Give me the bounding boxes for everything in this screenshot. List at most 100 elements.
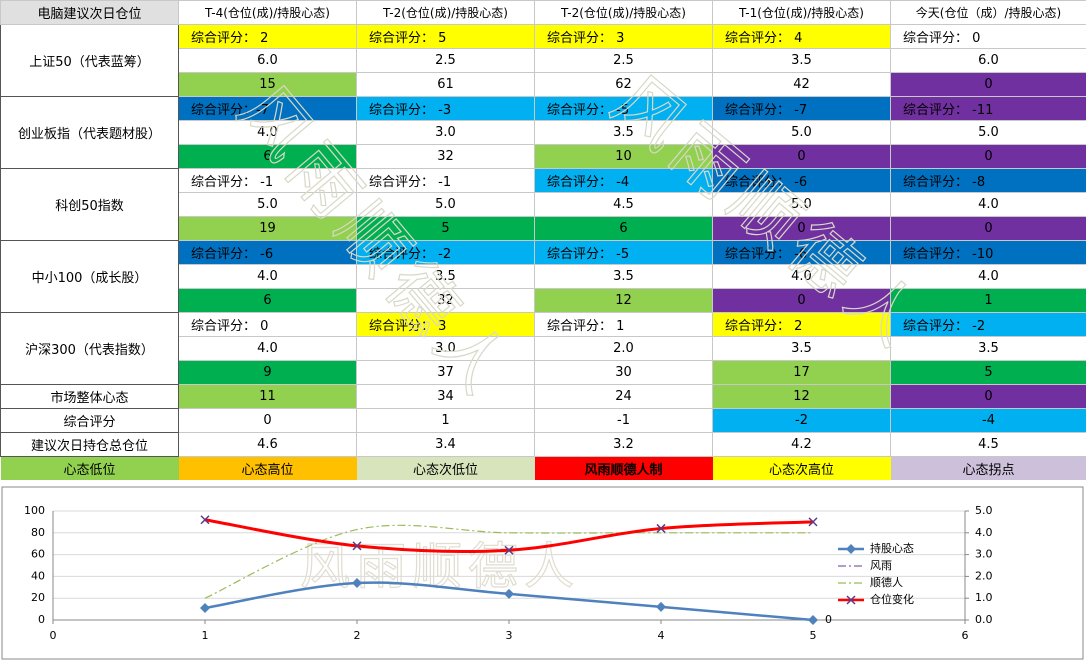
cell: 3.2 [534,432,713,457]
cell: 综合评分： -3 [356,96,535,121]
cell: 62 [534,72,713,97]
cell: 24 [534,384,713,409]
row-name: 市场整体心态 [0,384,179,409]
row-name: 科创50指数 [0,168,179,241]
cell: 3.4 [356,432,535,457]
row-name: 创业板指（代表题材股） [0,96,179,169]
point [352,541,362,551]
y2-tick-label: 1.0 [975,591,993,604]
cell: 1 [356,408,535,433]
cell: 5.0 [712,120,891,145]
point [808,615,818,625]
cell: 风雨顺德人制 [534,456,713,480]
row: 6 32 10 0 0 [1,144,1086,169]
cell: 4.0 [178,264,357,289]
y-tick-label: 80 [31,526,45,539]
x-tick-label: 5 [810,629,817,642]
cell: 3.5 [890,336,1086,361]
position-table: 电脑建议次日仓位 T-4(仓位(成)/持股心态) T-2(仓位(成)/持股心态) T-… [0,0,1086,480]
summary-row: 综合评分 0 1 -1 -2 -4 [0,408,1086,433]
cell: 5 [356,216,535,241]
cell: 心态高位 [178,456,357,480]
cell: 0 [890,144,1086,169]
cell: -2 [712,408,891,433]
cell: 4.0 [890,264,1086,289]
cell: 3.5 [356,264,535,289]
cell: 10 [534,144,713,169]
cell: 综合评分： 3 [356,312,535,337]
cell: 综合评分： -10 [890,240,1086,265]
cell: 综合评分： -2 [890,312,1086,337]
cell: 9 [178,360,357,385]
row: 9 37 30 17 5 [1,360,1086,385]
cell: 15 [178,72,357,97]
cell: 综合评分： -2 [356,240,535,265]
point [656,601,666,612]
cell: 综合评分： 0 [178,312,357,337]
cell: 综合评分： -5 [534,96,713,121]
cell: 34 [356,384,535,409]
legend-marker [846,544,856,554]
cell: 综合评分：-7 [178,96,357,121]
cell: 5.0 [178,192,357,217]
cell: 37 [356,360,535,385]
row: 4.0 3.5 3.5 4.0 4.0 [1,264,1086,289]
y-tick-label: 60 [31,548,45,561]
x-tick-label: 1 [202,629,209,642]
y2-tick-label: 5.0 [975,504,993,517]
header-cell: T-2(仓位(成)/持股心态) [534,0,713,25]
cell: 6 [178,144,357,169]
row: 创业板指（代表题材股） 综合评分：-7 综合评分： -3 综合评分： -5 综合评分： … [0,96,1086,169]
header-cell: 今天(仓位（成）/持股心态) [890,0,1086,25]
cell: 综合评分： -6 [712,168,891,193]
legend-label: 顺德人 [870,575,903,589]
cell: 17 [712,360,891,385]
x-tick-label: 2 [354,629,361,642]
cell: 4.5 [534,192,713,217]
cell: -4 [890,408,1086,433]
table-body: 电脑建议次日仓位 T-4(仓位(成)/持股心态) T-2(仓位(成)/持股心态) T-… [0,0,1086,480]
cell: 综合评分： -11 [890,96,1086,121]
cell: 3.5 [712,336,891,361]
point [656,523,666,533]
row: 6 32 12 0 1 [1,288,1086,313]
y-tick-label: 100 [24,504,45,517]
cell: 6 [534,216,713,241]
header-cell: T-2(仓位(成)/持股心态) [356,0,535,25]
cell: 综合评分： -7 [712,96,891,121]
y2-tick-label: 2.0 [975,569,993,582]
legend-label: 持股心态 [870,541,914,555]
point [200,603,210,614]
cell: 5 [890,360,1086,385]
cell: 1 [890,288,1086,313]
x-tick-label: 0 [50,629,57,642]
data-label: 0 [825,613,832,626]
point [808,517,818,527]
cell: 综合评分： -4 [534,168,713,193]
cell: 2.5 [534,48,713,73]
x-tick-label: 4 [658,629,665,642]
row-name: 综合评分 [0,408,179,433]
cell: 6.0 [890,48,1086,73]
cell: 4.5 [890,432,1086,457]
cell: 6 [178,288,357,313]
chart: 0 20 40 60 80 100 0.0 1.0 2.0 3.0 4.0 5.0 0 1 2 3 4 5 6 风雨顺… [1,486,1084,660]
point [352,577,362,588]
cell: 4.0 [890,192,1086,217]
cell: 32 [356,144,535,169]
cell: 3.5 [712,48,891,73]
cell: 11 [178,384,357,409]
cell: 19 [178,216,357,241]
y2-tick-label: 3.0 [975,548,993,561]
cell: 心态拐点 [890,456,1086,480]
cell: 6.0 [178,48,357,73]
cell: 61 [356,72,535,97]
legend-label: 仓位变化 [870,592,914,606]
row-name: 沪深300（代表指数） [0,312,179,385]
cell: 4.6 [178,432,357,457]
cell: 0 [890,384,1086,409]
legend-marker [846,595,856,605]
cell: 4.0 [178,120,357,145]
row-name: 中小100（成长股） [0,240,179,313]
